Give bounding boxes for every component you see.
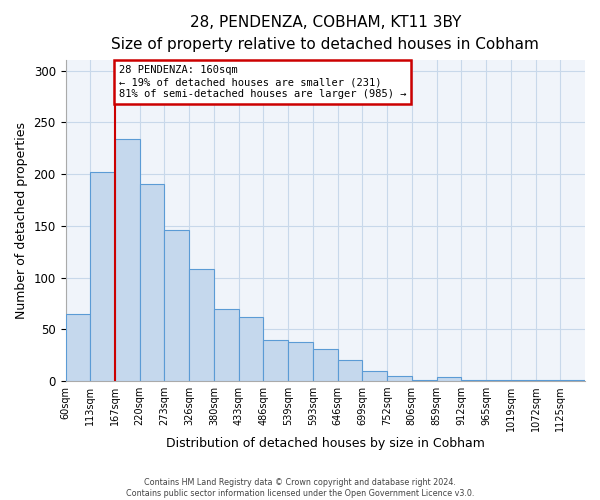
Bar xyxy=(90,172,115,381)
Bar xyxy=(387,376,412,381)
Bar xyxy=(263,340,288,381)
Bar xyxy=(461,380,486,381)
Text: Contains HM Land Registry data © Crown copyright and database right 2024.
Contai: Contains HM Land Registry data © Crown c… xyxy=(126,478,474,498)
Bar xyxy=(140,184,164,381)
Bar xyxy=(437,377,461,381)
Bar xyxy=(412,380,437,381)
Text: 28 PENDENZA: 160sqm
← 19% of detached houses are smaller (231)
81% of semi-detac: 28 PENDENZA: 160sqm ← 19% of detached ho… xyxy=(119,66,406,98)
Bar xyxy=(239,317,263,381)
X-axis label: Distribution of detached houses by size in Cobham: Distribution of detached houses by size … xyxy=(166,437,485,450)
Bar xyxy=(511,380,536,381)
Bar xyxy=(288,342,313,381)
Bar xyxy=(362,370,387,381)
Bar xyxy=(65,314,90,381)
Y-axis label: Number of detached properties: Number of detached properties xyxy=(15,122,28,319)
Bar xyxy=(115,139,140,381)
Bar xyxy=(164,230,189,381)
Bar xyxy=(536,380,560,381)
Title: 28, PENDENZA, COBHAM, KT11 3BY
Size of property relative to detached houses in C: 28, PENDENZA, COBHAM, KT11 3BY Size of p… xyxy=(112,15,539,52)
Bar xyxy=(338,360,362,381)
Bar xyxy=(214,308,239,381)
Bar xyxy=(189,270,214,381)
Bar xyxy=(560,380,585,381)
Bar xyxy=(313,349,338,381)
Bar xyxy=(486,380,511,381)
